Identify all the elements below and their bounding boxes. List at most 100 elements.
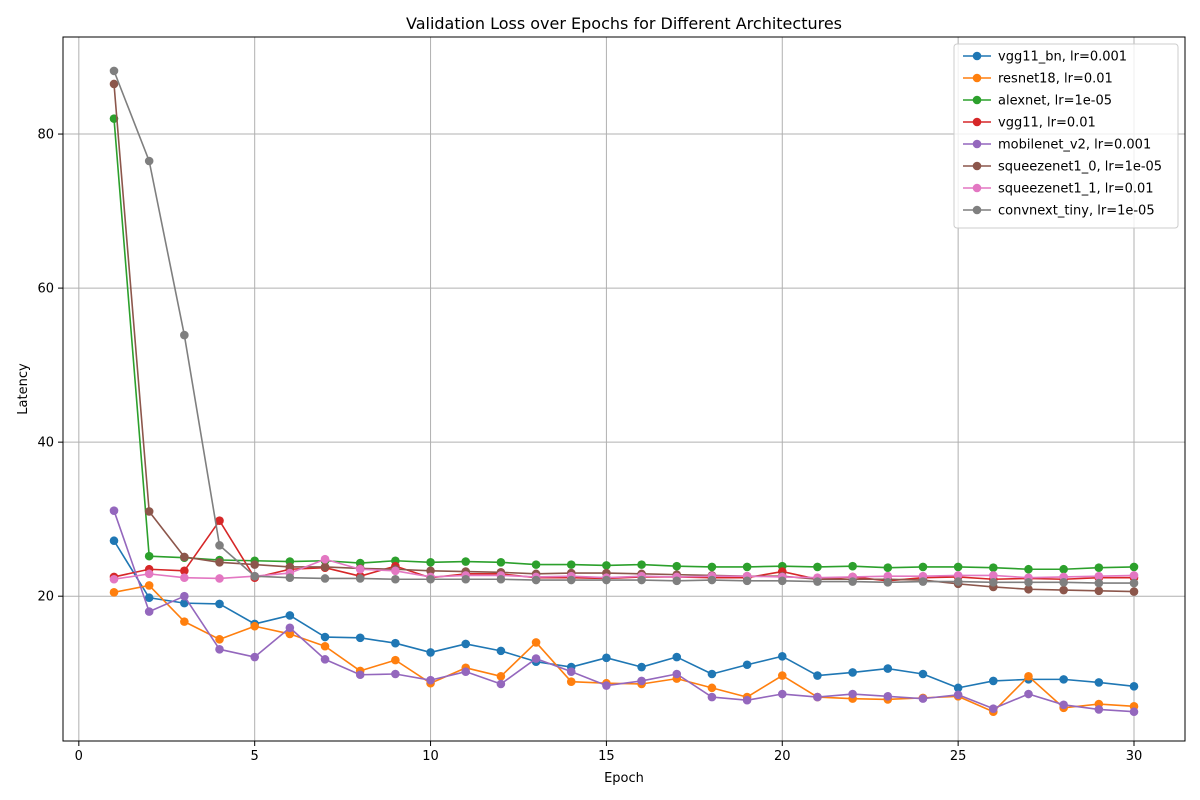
x-tick-label: 20 bbox=[774, 749, 791, 764]
data-point bbox=[918, 562, 928, 572]
series-4 bbox=[109, 506, 1139, 717]
data-point bbox=[848, 689, 857, 699]
data-point bbox=[496, 679, 506, 689]
legend-label: squeezenet1_0, lr=1e-05 bbox=[998, 160, 1162, 175]
data-point bbox=[320, 641, 330, 651]
data-point bbox=[215, 599, 224, 609]
data-point bbox=[320, 574, 330, 583]
legend-item: convnext_tiny, lr=1e-05 bbox=[963, 204, 1155, 219]
series-line bbox=[113, 83, 1135, 593]
data-point bbox=[144, 593, 154, 603]
data-point bbox=[883, 692, 893, 701]
data-point bbox=[1059, 675, 1068, 684]
data-point bbox=[1094, 563, 1104, 572]
data-point bbox=[426, 675, 435, 685]
y-axis-ticks: 20 40 60 80 bbox=[37, 128, 63, 605]
x-axis-ticks: 0 5 10 15 20 25 30 bbox=[75, 741, 1143, 764]
data-point bbox=[1094, 678, 1104, 687]
data-point bbox=[1059, 585, 1068, 595]
data-point bbox=[496, 671, 506, 681]
data-point bbox=[1024, 584, 1033, 594]
legend-marker bbox=[972, 117, 982, 127]
x-tick-label: 30 bbox=[1126, 749, 1143, 764]
data-point bbox=[215, 516, 224, 526]
data-point bbox=[109, 574, 119, 584]
data-point bbox=[285, 573, 295, 583]
data-point bbox=[461, 574, 471, 584]
legend-item: vgg11, lr=0.01 bbox=[963, 116, 1096, 131]
data-point bbox=[707, 562, 717, 572]
data-point bbox=[672, 669, 682, 679]
data-point bbox=[215, 541, 224, 550]
data-point bbox=[813, 577, 822, 586]
series-group bbox=[109, 66, 1139, 717]
data-point bbox=[320, 554, 330, 564]
legend-label: vgg11, lr=0.01 bbox=[998, 116, 1096, 131]
data-point bbox=[848, 668, 857, 677]
data-point bbox=[109, 66, 119, 76]
data-point bbox=[496, 574, 506, 584]
legend-label: vgg11_bn, lr=0.001 bbox=[998, 50, 1127, 65]
series-line bbox=[113, 510, 1135, 713]
data-point bbox=[777, 689, 787, 699]
data-point bbox=[672, 576, 682, 586]
data-point bbox=[250, 652, 259, 662]
data-point bbox=[777, 671, 787, 680]
legend-label: squeezenet1_1, lr=0.01 bbox=[998, 182, 1154, 197]
series-line bbox=[113, 558, 1135, 581]
data-point bbox=[391, 669, 400, 679]
x-tick-label: 0 bbox=[75, 749, 83, 764]
data-point bbox=[953, 562, 963, 572]
data-point bbox=[109, 536, 119, 546]
data-point bbox=[989, 571, 998, 580]
legend-marker bbox=[972, 205, 982, 215]
y-tick-label: 40 bbox=[37, 436, 54, 451]
data-point bbox=[426, 648, 435, 657]
data-point bbox=[1059, 564, 1068, 574]
data-point bbox=[180, 598, 189, 608]
data-point bbox=[426, 574, 435, 584]
x-axis-label: Epoch bbox=[604, 771, 644, 786]
legend-item: squeezenet1_1, lr=0.01 bbox=[963, 182, 1154, 197]
legend-marker bbox=[972, 51, 982, 61]
data-point bbox=[602, 575, 611, 585]
data-point bbox=[672, 652, 682, 662]
legend-frame bbox=[953, 43, 1179, 229]
data-point bbox=[250, 621, 259, 631]
data-point bbox=[848, 561, 857, 571]
data-point bbox=[1129, 587, 1139, 596]
data-point bbox=[1059, 578, 1068, 587]
x-tick-label: 15 bbox=[598, 749, 615, 764]
data-point bbox=[566, 677, 576, 686]
data-point bbox=[777, 651, 787, 661]
data-point bbox=[1129, 578, 1139, 588]
data-point bbox=[285, 623, 295, 633]
data-point bbox=[953, 690, 963, 700]
data-point bbox=[602, 681, 611, 690]
data-point bbox=[1094, 586, 1104, 596]
data-point bbox=[1129, 562, 1139, 572]
data-point bbox=[637, 662, 646, 672]
data-point bbox=[285, 562, 295, 572]
data-point bbox=[953, 683, 963, 693]
data-point bbox=[602, 561, 611, 570]
data-point bbox=[109, 506, 119, 515]
legend-item: alexnet, lr=1e-05 bbox=[963, 94, 1112, 109]
data-point bbox=[320, 632, 330, 642]
data-point bbox=[989, 676, 998, 686]
legend-label: mobilenet_v2, lr=0.001 bbox=[998, 138, 1151, 153]
data-point bbox=[109, 79, 119, 89]
legend-label: alexnet, lr=1e-05 bbox=[998, 94, 1112, 109]
data-point bbox=[215, 558, 224, 567]
data-point bbox=[180, 573, 189, 583]
data-point bbox=[672, 561, 682, 571]
legend-marker bbox=[972, 183, 982, 193]
y-tick-label: 80 bbox=[37, 128, 54, 143]
data-point bbox=[461, 667, 471, 676]
data-point bbox=[531, 654, 541, 663]
data-point bbox=[250, 571, 259, 581]
data-point bbox=[109, 588, 119, 597]
data-point bbox=[566, 560, 576, 569]
legend-item: squeezenet1_0, lr=1e-05 bbox=[963, 160, 1162, 175]
chart-title: Validation Loss over Epochs for Differen… bbox=[406, 14, 842, 33]
